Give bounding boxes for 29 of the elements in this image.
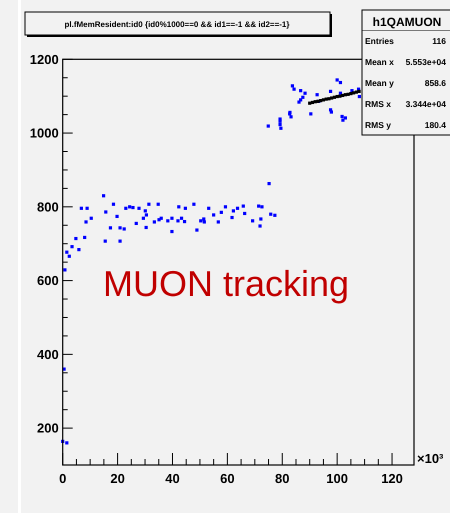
- x-tick-label: 60: [220, 471, 235, 486]
- point: [346, 92, 350, 96]
- text: Entries 116: [365, 36, 446, 46]
- point: [338, 94, 342, 98]
- y-tick-label: 200: [36, 420, 59, 436]
- x-tick-label: 120: [381, 471, 403, 486]
- text: h1QAMUON: [372, 15, 442, 29]
- y-tick-label: 400: [36, 346, 59, 362]
- x-tick-label: 0: [59, 471, 66, 486]
- text: RMS x 3.344e+04: [365, 99, 446, 109]
- point: [330, 96, 334, 100]
- x-tick-label: 40: [165, 471, 180, 486]
- y-tick-label: 600: [36, 273, 59, 288]
- chart-title: pl.fMemResident:id0 {id0%1000==0 && id1==-1 && id2==-1}: [64, 20, 290, 29]
- y-tick-label: 1000: [30, 126, 59, 141]
- point: [327, 97, 331, 100]
- point: [314, 100, 317, 104]
- x-axis-title: ×10³: [417, 451, 444, 466]
- point: [332, 96, 336, 99]
- annotation: MUON tracking: [102, 263, 350, 304]
- x-tick-label: 100: [326, 471, 348, 486]
- text: Mean x 5.553e+04: [365, 57, 446, 67]
- x-tick-label: 20: [110, 471, 125, 486]
- text: RMS y 180.4: [365, 120, 446, 130]
- y-tick-label: 800: [36, 199, 59, 214]
- text: Mean y 858.6: [365, 78, 446, 88]
- x-tick-label: 80: [275, 471, 290, 486]
- y-tick-label: 1200: [30, 52, 59, 67]
- point: [308, 102, 312, 105]
